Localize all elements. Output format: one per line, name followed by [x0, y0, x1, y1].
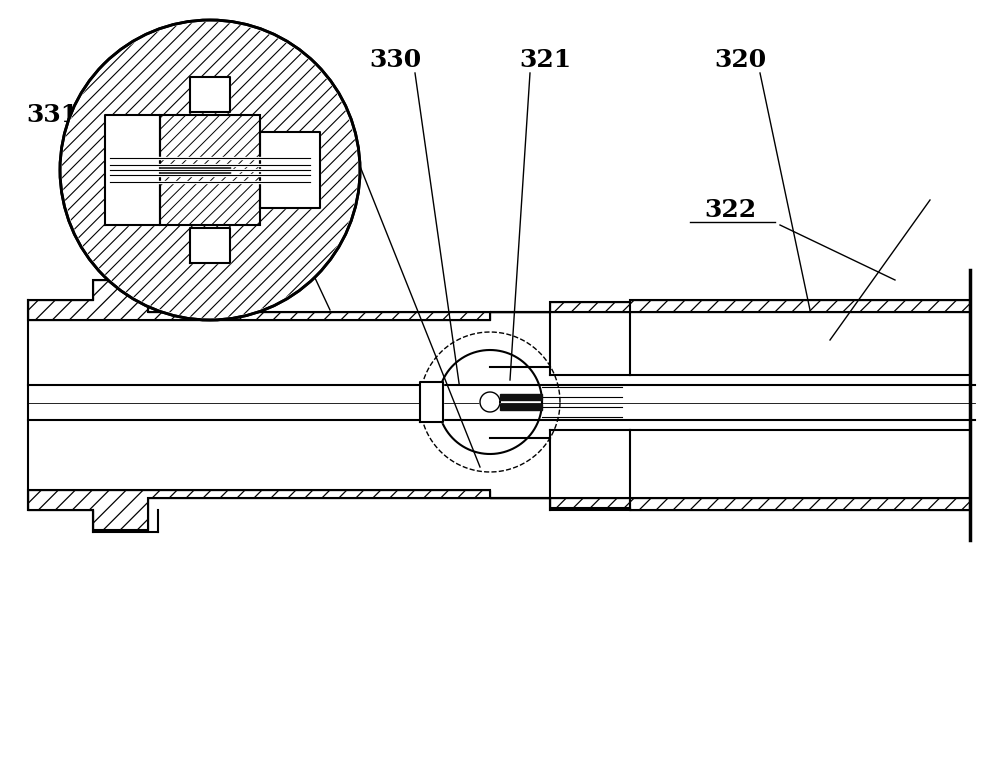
Text: 310: 310	[144, 48, 196, 72]
Circle shape	[62, 22, 358, 318]
Polygon shape	[190, 228, 230, 263]
Text: 320: 320	[714, 48, 766, 72]
Polygon shape	[500, 404, 542, 410]
Polygon shape	[420, 382, 443, 422]
Polygon shape	[490, 498, 970, 510]
Polygon shape	[110, 174, 310, 176]
Polygon shape	[110, 169, 310, 171]
Circle shape	[60, 20, 360, 320]
Text: 331: 331	[26, 103, 78, 127]
Polygon shape	[110, 181, 310, 183]
Polygon shape	[190, 77, 230, 112]
Polygon shape	[500, 394, 542, 400]
Polygon shape	[110, 178, 310, 193]
Polygon shape	[160, 115, 260, 225]
Polygon shape	[260, 132, 320, 208]
Polygon shape	[110, 157, 310, 159]
Polygon shape	[490, 300, 970, 312]
Polygon shape	[110, 162, 310, 178]
Polygon shape	[490, 300, 970, 312]
Polygon shape	[28, 280, 490, 320]
Polygon shape	[28, 280, 490, 320]
Text: 322: 322	[704, 198, 756, 222]
Polygon shape	[160, 115, 260, 225]
Polygon shape	[110, 164, 310, 166]
Polygon shape	[480, 392, 500, 412]
Polygon shape	[110, 147, 310, 162]
Polygon shape	[28, 490, 490, 530]
Text: 321: 321	[519, 48, 571, 72]
Polygon shape	[28, 490, 490, 530]
Polygon shape	[490, 498, 970, 510]
Polygon shape	[160, 166, 230, 174]
Text: 330: 330	[369, 48, 421, 72]
Polygon shape	[105, 115, 160, 225]
